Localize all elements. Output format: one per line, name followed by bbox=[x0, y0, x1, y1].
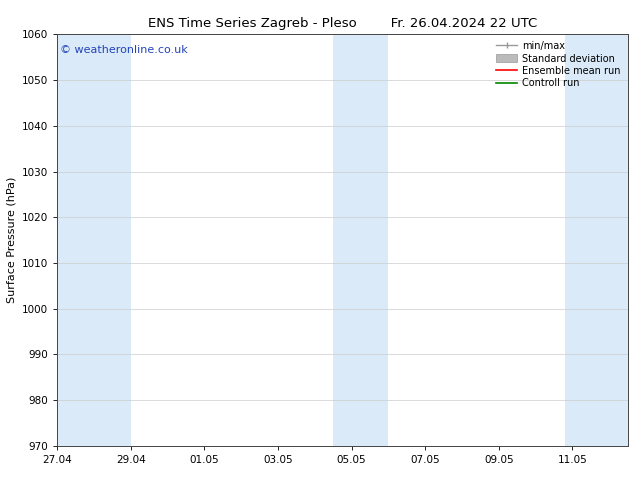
Bar bbox=[57, 34, 131, 446]
Bar bbox=[565, 34, 628, 446]
Text: © weatheronline.co.uk: © weatheronline.co.uk bbox=[60, 45, 188, 54]
Y-axis label: Surface Pressure (hPa): Surface Pressure (hPa) bbox=[6, 177, 16, 303]
Bar bbox=[333, 34, 389, 446]
Title: ENS Time Series Zagreb - Pleso        Fr. 26.04.2024 22 UTC: ENS Time Series Zagreb - Pleso Fr. 26.04… bbox=[148, 17, 537, 30]
Legend: min/max, Standard deviation, Ensemble mean run, Controll run: min/max, Standard deviation, Ensemble me… bbox=[494, 39, 623, 90]
